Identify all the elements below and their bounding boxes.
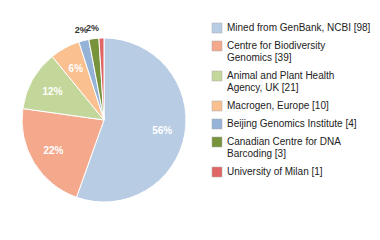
legend-swatch bbox=[212, 101, 222, 111]
legend-label: Macrogen, Europe [10] bbox=[227, 100, 329, 111]
legend-label: University of Milan [1] bbox=[227, 166, 323, 177]
legend-item: University of Milan [1] bbox=[212, 166, 323, 178]
data-label: 12% bbox=[43, 86, 63, 97]
legend-item: Beijing Genomics Institute [4] bbox=[212, 118, 357, 130]
data-labels: 56%22%12%6%2%2% bbox=[43, 23, 173, 156]
legend-item: Mined from GenBank, NCBI [98] bbox=[212, 22, 371, 34]
legend-swatch bbox=[212, 119, 222, 129]
legend-swatch bbox=[212, 41, 222, 51]
legend-label: Animal and Plant HealthAgency, UK [21] bbox=[227, 70, 334, 93]
legend-swatch bbox=[212, 71, 222, 81]
legend-swatch bbox=[212, 23, 222, 33]
pie-slice bbox=[99, 38, 104, 120]
legend-label: Beijing Genomics Institute [4] bbox=[227, 118, 357, 129]
legend-label: Canadian Centre for DNABarcoding [3] bbox=[227, 136, 341, 159]
legend-item: Centre for BiodiversityGenomics [39] bbox=[212, 40, 325, 63]
chart: 56%22%12%6%2%2%Mined from GenBank, NCBI … bbox=[0, 0, 380, 240]
pie bbox=[22, 38, 186, 202]
data-label: 56% bbox=[152, 125, 172, 136]
legend: Mined from GenBank, NCBI [98] Centre for … bbox=[212, 22, 371, 178]
data-label: 2% bbox=[86, 23, 99, 33]
pie-slice bbox=[89, 38, 104, 120]
legend-item: Animal and Plant HealthAgency, UK [21] bbox=[212, 70, 334, 93]
data-label: 6% bbox=[69, 63, 84, 74]
pie-slice bbox=[22, 109, 104, 198]
legend-swatch bbox=[212, 167, 222, 177]
legend-label: Centre for BiodiversityGenomics [39] bbox=[227, 40, 325, 63]
legend-label: Mined from GenBank, NCBI [98] bbox=[227, 22, 371, 33]
legend-swatch bbox=[212, 137, 222, 147]
legend-item: Canadian Centre for DNABarcoding [3] bbox=[212, 136, 341, 159]
data-label: 22% bbox=[43, 145, 63, 156]
legend-item: Macrogen, Europe [10] bbox=[212, 100, 329, 112]
